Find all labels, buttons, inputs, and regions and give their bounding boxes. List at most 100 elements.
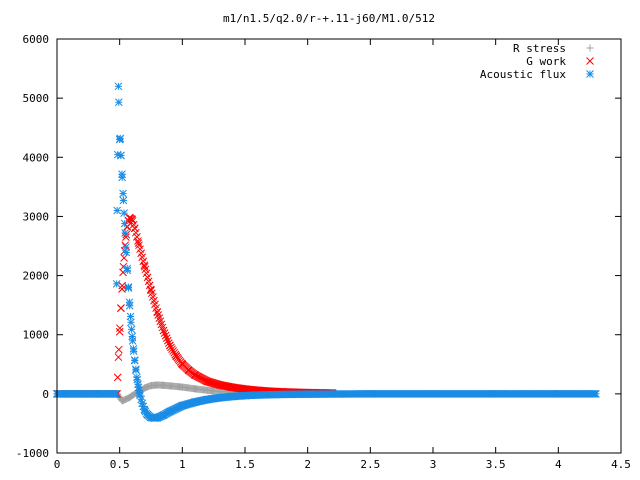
series-acoustic-flux bbox=[53, 82, 600, 422]
x-tick-label: 2.5 bbox=[360, 458, 380, 471]
x-tick-label: 0 bbox=[54, 458, 61, 471]
data-point bbox=[228, 383, 237, 392]
data-point bbox=[147, 286, 155, 295]
data-point bbox=[253, 391, 262, 399]
x-tick-label: 4 bbox=[555, 458, 562, 471]
data-point bbox=[140, 262, 149, 271]
data-point bbox=[121, 229, 130, 237]
data-point bbox=[120, 219, 129, 228]
x-tick-label: 3 bbox=[430, 458, 437, 471]
x-tick-label: 1.5 bbox=[235, 458, 255, 471]
data-point bbox=[117, 151, 125, 160]
data-point bbox=[129, 345, 138, 353]
data-point bbox=[125, 298, 134, 307]
data-point bbox=[130, 224, 139, 233]
x-tick-label: 1 bbox=[179, 458, 186, 471]
legend-marker bbox=[586, 57, 594, 65]
plot-frame bbox=[56, 38, 622, 454]
data-point bbox=[134, 239, 143, 247]
x-tick-label: 2 bbox=[304, 458, 311, 471]
data-point bbox=[168, 345, 176, 354]
data-point bbox=[116, 134, 125, 143]
data-point bbox=[203, 395, 212, 404]
data-point bbox=[130, 356, 139, 364]
y-tick-label: 4000 bbox=[23, 151, 50, 164]
data-point bbox=[167, 343, 175, 352]
data-point bbox=[114, 98, 123, 107]
data-point bbox=[118, 397, 126, 405]
data-point bbox=[133, 375, 142, 384]
data-point bbox=[138, 399, 147, 408]
data-point bbox=[278, 390, 287, 399]
data-point bbox=[191, 371, 199, 379]
data-point bbox=[191, 398, 199, 406]
x-tick-label: 4.5 bbox=[611, 458, 631, 471]
y-axis: -1000 0 1000 2000 3000 4000 5000 6000 bbox=[16, 33, 621, 460]
data-point bbox=[119, 189, 127, 198]
data-point bbox=[184, 366, 193, 375]
data-point bbox=[165, 339, 173, 347]
data-point bbox=[128, 332, 137, 341]
data-point bbox=[143, 410, 152, 419]
data-point bbox=[160, 329, 169, 337]
data-point bbox=[147, 382, 155, 390]
data-point bbox=[123, 264, 132, 273]
data-point bbox=[228, 392, 237, 401]
data-point bbox=[122, 395, 130, 403]
data-point bbox=[128, 392, 136, 400]
data-point bbox=[118, 173, 127, 182]
legend-marker bbox=[586, 44, 594, 52]
data-point bbox=[114, 82, 123, 91]
data-point bbox=[103, 390, 111, 398]
y-tick-label: 0 bbox=[42, 388, 49, 401]
legend-label: G work bbox=[526, 55, 566, 68]
data-point bbox=[178, 383, 186, 391]
data-point bbox=[120, 209, 128, 217]
data-point bbox=[203, 386, 211, 394]
data-point bbox=[592, 390, 600, 398]
data-point bbox=[165, 407, 174, 416]
data-point bbox=[78, 390, 86, 398]
data-point bbox=[115, 327, 124, 336]
data-point bbox=[216, 381, 224, 389]
data-point bbox=[153, 413, 162, 422]
data-point bbox=[117, 304, 125, 312]
data-point bbox=[178, 360, 187, 369]
data-point bbox=[118, 281, 127, 290]
y-tick-label: 5000 bbox=[23, 92, 50, 105]
data-point bbox=[135, 390, 144, 398]
data-point bbox=[429, 390, 437, 398]
data-point bbox=[161, 331, 170, 340]
data-point bbox=[162, 334, 171, 342]
data-point bbox=[166, 382, 174, 390]
data-point bbox=[178, 401, 187, 410]
data-point bbox=[112, 390, 120, 398]
y-tick-label: 2000 bbox=[23, 270, 50, 283]
y-tick-label: 1000 bbox=[23, 329, 50, 342]
data-point bbox=[127, 318, 135, 327]
data-point bbox=[113, 206, 122, 215]
data-point bbox=[127, 325, 136, 334]
data-point bbox=[165, 341, 174, 350]
data-point bbox=[132, 366, 140, 375]
x-axis: 0 0.5 1 1.5 2 2.5 3 3.5 4 4.5 bbox=[54, 39, 631, 471]
data-point bbox=[125, 301, 134, 310]
data-point bbox=[160, 381, 168, 389]
legend-marker bbox=[586, 70, 594, 78]
data-point bbox=[141, 384, 149, 392]
data-point bbox=[116, 324, 124, 333]
data-point bbox=[122, 243, 130, 252]
data-point bbox=[90, 390, 99, 398]
chart-title: m1/n1.5/q2.0/r-+.11-j60/M1.0/512 bbox=[223, 12, 435, 25]
data-point bbox=[554, 390, 563, 398]
data-point bbox=[153, 381, 161, 389]
data-point bbox=[163, 336, 172, 345]
data-point bbox=[153, 308, 162, 317]
data-point bbox=[172, 352, 180, 360]
data-point bbox=[119, 196, 128, 205]
data-point bbox=[491, 390, 500, 398]
x-tick-label: 0.5 bbox=[110, 458, 130, 471]
data-point bbox=[303, 390, 312, 399]
